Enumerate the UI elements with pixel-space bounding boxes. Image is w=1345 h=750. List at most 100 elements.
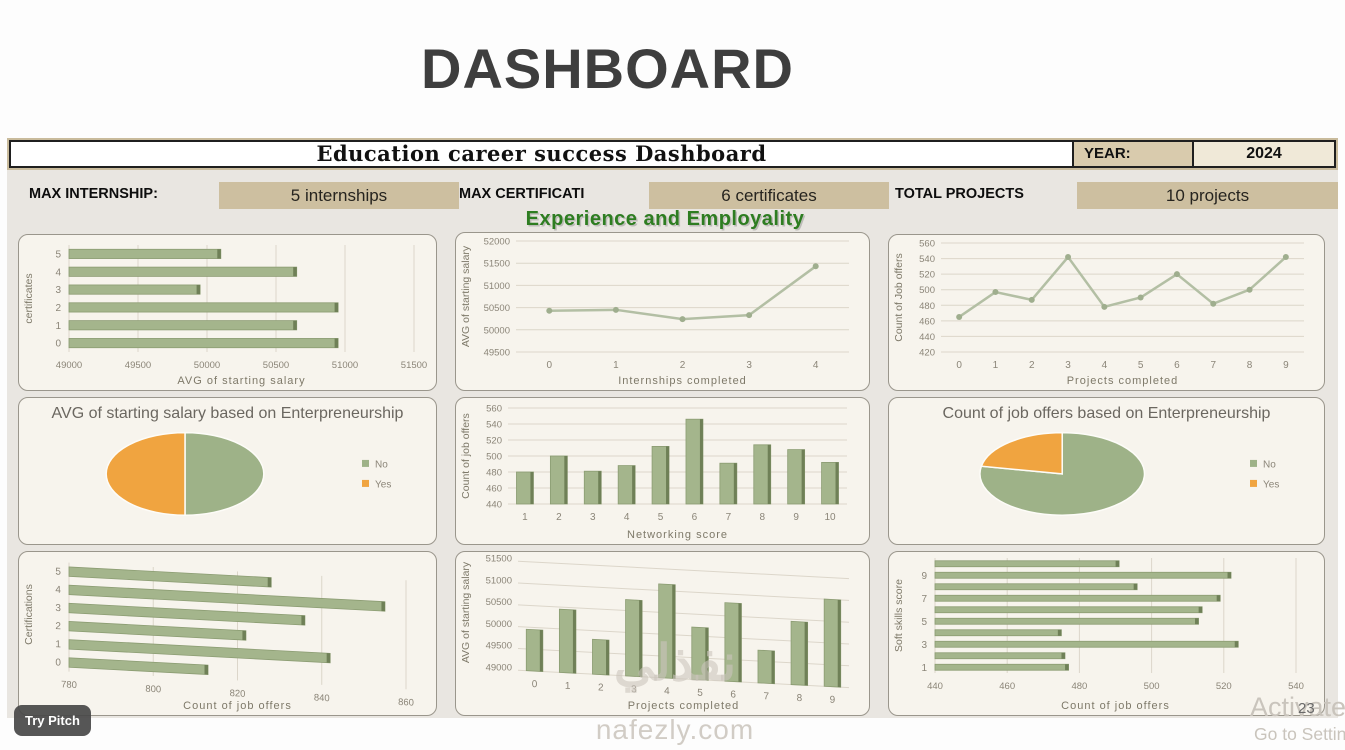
svg-text:4: 4	[624, 512, 630, 523]
svg-text:49500: 49500	[125, 360, 151, 371]
svg-text:4: 4	[813, 360, 819, 371]
offers-by-certifications-chart: Count of job offers Certifications 780 800 8…	[23, 562, 414, 712]
svg-text:500: 500	[919, 285, 935, 296]
chart-card-offers-by-softskills: Count of job offers Soft skills score 440 4…	[888, 551, 1325, 716]
svg-text:500: 500	[486, 452, 502, 463]
svg-text:800: 800	[145, 684, 161, 696]
svg-text:10: 10	[824, 512, 836, 523]
svg-text:Count of job offers: Count of job offers	[1061, 700, 1170, 712]
svg-text:2: 2	[55, 621, 61, 632]
svg-text:460: 460	[486, 484, 502, 495]
svg-text:50500: 50500	[484, 303, 510, 314]
svg-text:Count of job offers: Count of job offers	[183, 700, 292, 712]
svg-text:AVG of starting salary: AVG of starting salary	[177, 375, 305, 387]
watermark-logo: نفذلي	[613, 635, 737, 691]
svg-text:9: 9	[830, 695, 836, 706]
offers-by-networking-chart: 440 460 480 500 520 540 560 Networking score Cou…	[460, 404, 847, 541]
svg-text:49500: 49500	[484, 348, 510, 359]
svg-text:0: 0	[55, 657, 61, 668]
svg-text:6: 6	[692, 512, 698, 523]
svg-text:0: 0	[956, 360, 962, 371]
svg-text:9: 9	[921, 571, 927, 582]
svg-text:4: 4	[55, 267, 61, 278]
svg-text:440: 440	[927, 681, 943, 692]
svg-text:520: 520	[486, 436, 502, 447]
svg-text:50000: 50000	[484, 325, 510, 336]
svg-text:5: 5	[55, 249, 61, 260]
svg-text:6: 6	[730, 689, 736, 700]
pie-chart-title: Count of job offers based on Enterpreneu…	[942, 405, 1271, 422]
svg-text:50000: 50000	[194, 360, 220, 371]
svg-text:51000: 51000	[484, 281, 510, 292]
chart-card-offers-by-certifications: Count of job offers Certifications 780 800 8…	[18, 551, 437, 716]
chart-card-salary-by-certificates: AVG of starting salary certificates 49000 4…	[18, 234, 437, 391]
svg-text:9: 9	[1283, 360, 1289, 371]
svg-text:5: 5	[1138, 360, 1144, 371]
svg-text:0: 0	[547, 360, 553, 371]
activate-watermark-line2: Go to Settin	[1254, 724, 1345, 744]
svg-text:520: 520	[1216, 681, 1232, 692]
dashboard-titlebar: Education career success Dashboard YEAR:…	[7, 138, 1338, 170]
svg-text:Internships completed: Internships completed	[618, 375, 747, 387]
year-label: YEAR:	[1072, 140, 1194, 168]
svg-text:51500: 51500	[486, 554, 512, 565]
svg-text:480: 480	[919, 301, 935, 312]
svg-text:5: 5	[658, 512, 664, 523]
salary-by-certificates-chart: AVG of starting salary certificates 49000 4…	[23, 245, 427, 387]
kpi-label-internships: MAX INTERNSHIP:	[29, 186, 158, 202]
svg-text:540: 540	[486, 420, 502, 431]
svg-text:1: 1	[55, 321, 61, 332]
svg-text:2: 2	[556, 512, 562, 523]
year-value: 2024	[1192, 140, 1336, 168]
kpi-label-projects: TOTAL PROJECTS	[895, 186, 1024, 202]
salary-by-projects-chart: 49000 49500 50000 50500 51000 51500 Projects c…	[460, 554, 849, 712]
svg-text:540: 540	[919, 254, 935, 265]
svg-text:440: 440	[486, 500, 502, 511]
svg-text:AVG of starting salary: AVG of starting salary	[460, 245, 472, 347]
svg-text:560: 560	[486, 404, 502, 415]
svg-text:1: 1	[993, 360, 999, 371]
svg-text:460: 460	[999, 681, 1015, 692]
svg-text:5: 5	[697, 688, 703, 699]
svg-text:50000: 50000	[486, 619, 512, 630]
svg-text:4: 4	[1102, 360, 1108, 371]
chart-card-salary-by-projects: 49000 49500 50000 50500 51000 51500 Projects c…	[455, 551, 870, 716]
svg-text:420: 420	[919, 348, 935, 359]
svg-text:780: 780	[61, 679, 77, 691]
svg-text:8: 8	[759, 512, 765, 523]
svg-text:51500: 51500	[484, 259, 510, 270]
svg-text:9: 9	[793, 512, 799, 523]
svg-text:3: 3	[55, 285, 61, 296]
svg-text:440: 440	[919, 332, 935, 343]
watermark-domain: nafezly.com	[595, 714, 755, 745]
svg-text:0: 0	[55, 339, 61, 350]
svg-text:3: 3	[1065, 360, 1071, 371]
svg-text:7: 7	[1210, 360, 1216, 371]
svg-text:860: 860	[398, 697, 414, 709]
svg-text:4: 4	[664, 686, 670, 697]
section-title: Experience and Employality	[525, 208, 805, 230]
svg-text:certificates: certificates	[23, 273, 35, 323]
activate-watermark-line1: Activate	[1250, 692, 1345, 722]
svg-text:Count of Job offers: Count of Job offers	[893, 253, 905, 342]
svg-text:AVG of starting salary: AVG of starting salary	[460, 561, 472, 663]
try-pitch-button[interactable]: Try Pitch	[14, 705, 91, 736]
chart-card-offers-by-projects: 420 440 460 480 500 520 540 560 Projects complet…	[888, 234, 1325, 391]
page-title: DASHBOARD	[421, 37, 794, 100]
svg-text:520: 520	[919, 270, 935, 281]
svg-text:1: 1	[522, 512, 528, 523]
salary-by-internships-chart: 49500 50000 50500 51000 51500 52000 Internship…	[460, 237, 849, 387]
svg-text:1: 1	[613, 360, 619, 371]
svg-text:50500: 50500	[263, 360, 289, 371]
svg-text:460: 460	[919, 316, 935, 327]
svg-text:2: 2	[55, 303, 61, 314]
svg-text:3: 3	[921, 640, 927, 651]
kpi-value-internships: 5 internships	[219, 182, 459, 209]
svg-text:7: 7	[921, 594, 927, 605]
kpi-label-certifications: MAX CERTIFICATI	[459, 186, 585, 202]
svg-text:51000: 51000	[486, 575, 512, 586]
svg-text:540: 540	[1288, 681, 1304, 692]
svg-text:840: 840	[314, 692, 330, 704]
pie-chart-title: AVG of starting salary based on Enterpre…	[51, 405, 404, 422]
